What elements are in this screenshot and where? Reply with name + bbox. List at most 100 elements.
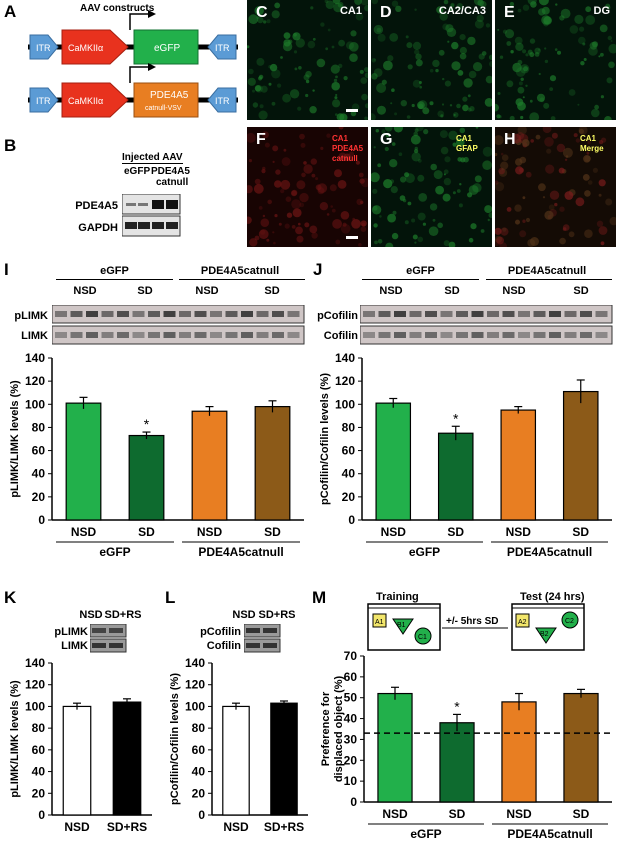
y-tick-label: 0 xyxy=(350,795,357,809)
b-row-gapdh: GAPDH xyxy=(78,222,118,234)
bar xyxy=(112,701,142,816)
micrograph-letter: C xyxy=(256,4,268,21)
micrograph-label: catnull xyxy=(332,154,358,163)
panel-j-blots: eGFP PDE4A5catnull NSD SD NSD SD xyxy=(360,263,617,353)
blot-band xyxy=(179,311,191,317)
blot-band xyxy=(580,332,592,338)
micrograph-label: CA1 xyxy=(456,134,473,143)
blot-band xyxy=(163,332,176,338)
construct-pde4a5: ITR CaMKIIα PDE4A5 catnull-VSV ITR xyxy=(28,63,238,118)
i-sub-sd: SD xyxy=(137,285,153,297)
blot-band xyxy=(194,332,207,338)
bar xyxy=(128,434,165,521)
obj-c2: C2 xyxy=(565,618,574,625)
y-tick-label: 60 xyxy=(342,444,356,458)
blot-band xyxy=(425,311,437,317)
itr-label: ITR xyxy=(36,96,51,106)
blot-band xyxy=(595,311,608,317)
blot-band xyxy=(148,311,160,317)
y-tick-label: 20 xyxy=(344,753,358,767)
i-sub-nsd: NSD xyxy=(73,285,97,297)
micrograph-label: CA1 xyxy=(340,5,362,17)
blot-band xyxy=(378,311,391,317)
blot-band xyxy=(533,332,546,338)
k-col-sdrs: SD+RS xyxy=(104,609,142,621)
micrograph-e: E DG xyxy=(495,0,616,120)
chart-m: 0 10 20 30 40 50 60 70 Preference for displaced o… xyxy=(320,649,612,841)
significance-star: * xyxy=(453,410,459,426)
y-tick-label: 80 xyxy=(32,420,46,434)
blot-band xyxy=(363,332,375,338)
blot-band xyxy=(117,311,129,317)
blot-band xyxy=(287,311,300,317)
x-tick-label: NSD xyxy=(71,525,97,539)
y-tick-label: 120 xyxy=(185,678,205,692)
x-tick-label: SD xyxy=(572,525,589,539)
micrograph-letter: F xyxy=(256,131,266,148)
x-tick-label: SD+RS xyxy=(107,820,147,834)
x-tick-label: SD+RS xyxy=(264,820,304,834)
blot-band xyxy=(487,332,499,338)
blot-band xyxy=(440,332,453,338)
obj-a1: A1 xyxy=(375,619,384,626)
micrograph-label: CA2/CA3 xyxy=(439,5,486,17)
obj-b2: B2 xyxy=(540,631,549,638)
j-sub-nsd: NSD xyxy=(379,285,403,297)
blot-band xyxy=(287,332,300,338)
bar xyxy=(500,409,537,521)
blot-band xyxy=(132,332,145,338)
blot-band xyxy=(225,332,238,338)
blot-band xyxy=(440,311,453,317)
panel-letter-j: J xyxy=(313,260,323,279)
blot-band xyxy=(148,332,160,338)
construct-egfp: ITR CaMKIIα eGFP ITR xyxy=(28,10,238,65)
l-col-sdrs: SD+RS xyxy=(258,609,296,621)
promoter-label: CaMKIIα xyxy=(68,43,103,53)
group-label: eGFP xyxy=(409,545,440,559)
k-blot-plimk: pLIMK xyxy=(54,626,88,638)
micrograph-label: DG xyxy=(594,5,611,17)
group-label: PDE4A5catnull xyxy=(507,827,592,841)
blot-band xyxy=(225,311,238,317)
obj-a2: A2 xyxy=(518,619,527,626)
scale-bar xyxy=(346,109,358,112)
y-tick-label: 140 xyxy=(185,656,205,670)
l-col-nsd: NSD xyxy=(232,609,256,621)
gene-egfp-label: eGFP xyxy=(154,43,180,54)
y-tick-label: 20 xyxy=(32,490,46,504)
micrograph-label: CA1 xyxy=(332,134,349,143)
micrograph-letter: G xyxy=(380,131,392,148)
blot-band xyxy=(210,332,222,338)
blot-band xyxy=(502,332,515,338)
blot-band xyxy=(533,311,546,317)
blot-band xyxy=(564,311,577,317)
x-tick-label: SD xyxy=(449,807,466,821)
micrograph-letter: D xyxy=(380,4,392,21)
itr-label: ITR xyxy=(215,43,230,53)
j-sub-sd: SD xyxy=(444,285,460,297)
y-tick-label: 0 xyxy=(198,808,205,822)
bar xyxy=(375,402,412,521)
j-sub-nsd: NSD xyxy=(502,285,526,297)
blot-band xyxy=(363,311,375,317)
blot-band xyxy=(179,332,191,338)
bar xyxy=(222,705,250,816)
obj-c1: C1 xyxy=(418,634,427,641)
x-tick-label: NSD xyxy=(382,807,408,821)
bar xyxy=(563,692,599,803)
panel-letter-i: I xyxy=(4,260,9,279)
micrograph-d: D CA2/CA3 xyxy=(371,0,492,120)
group-label: eGFP xyxy=(410,827,441,841)
y-tick-label: 60 xyxy=(32,743,46,757)
blot-band xyxy=(272,311,284,317)
panel-i-blots: eGFP PDE4A5catnull NSD SD NSD SD xyxy=(48,263,313,353)
bar xyxy=(562,390,599,521)
i-sub-nsd: NSD xyxy=(195,285,219,297)
panel-letter-l: L xyxy=(165,588,176,607)
group-label: PDE4A5catnull xyxy=(198,545,283,559)
y-tick-label: 40 xyxy=(344,712,358,726)
blot-band xyxy=(518,332,530,338)
western-blot-j xyxy=(360,305,613,345)
blot-band xyxy=(394,332,406,338)
